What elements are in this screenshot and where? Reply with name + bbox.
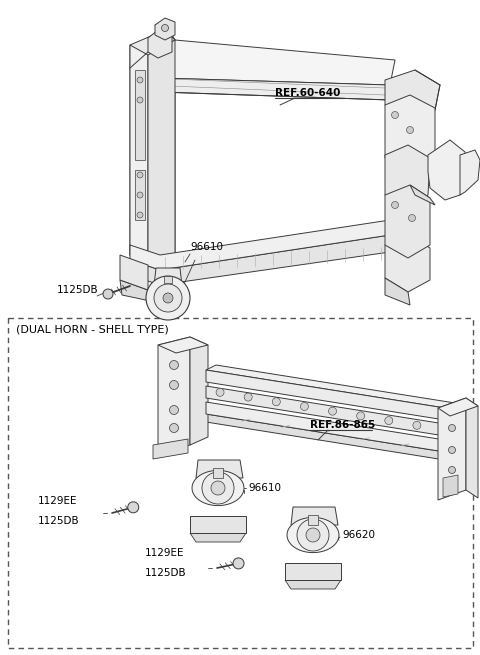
Polygon shape	[145, 62, 160, 92]
Circle shape	[161, 24, 168, 31]
Polygon shape	[190, 516, 246, 533]
Polygon shape	[285, 563, 341, 580]
Text: REF.60-640: REF.60-640	[275, 88, 340, 98]
Circle shape	[357, 412, 365, 420]
Text: 96620: 96620	[342, 530, 375, 540]
Polygon shape	[120, 255, 148, 290]
Circle shape	[137, 172, 143, 178]
Polygon shape	[190, 533, 246, 542]
Bar	[8, 318, 473, 648]
Polygon shape	[130, 222, 415, 285]
Circle shape	[169, 381, 179, 390]
Polygon shape	[385, 235, 430, 292]
Text: 1125DB: 1125DB	[57, 285, 98, 295]
Polygon shape	[466, 398, 478, 498]
Polygon shape	[120, 280, 155, 302]
Circle shape	[407, 126, 413, 134]
Circle shape	[448, 424, 456, 432]
Circle shape	[244, 393, 252, 401]
Polygon shape	[385, 95, 435, 172]
Polygon shape	[135, 70, 145, 160]
Polygon shape	[385, 185, 430, 258]
Circle shape	[216, 388, 224, 396]
Circle shape	[328, 407, 336, 415]
Polygon shape	[385, 70, 440, 120]
Circle shape	[306, 528, 320, 542]
Text: 1129EE: 1129EE	[145, 548, 184, 558]
Polygon shape	[148, 40, 175, 265]
Polygon shape	[285, 580, 341, 589]
Circle shape	[413, 421, 421, 429]
Circle shape	[128, 502, 139, 513]
Polygon shape	[192, 470, 244, 506]
Circle shape	[169, 405, 179, 415]
Circle shape	[137, 77, 143, 83]
Circle shape	[385, 417, 393, 424]
Polygon shape	[206, 386, 445, 436]
Circle shape	[300, 402, 309, 411]
Circle shape	[272, 398, 280, 405]
Polygon shape	[287, 517, 339, 553]
Polygon shape	[135, 170, 145, 220]
Polygon shape	[385, 145, 430, 210]
Circle shape	[154, 284, 182, 312]
Polygon shape	[206, 370, 445, 420]
Circle shape	[202, 472, 234, 504]
Circle shape	[169, 424, 179, 432]
Polygon shape	[308, 515, 318, 525]
Circle shape	[169, 360, 179, 369]
Circle shape	[392, 202, 398, 208]
Polygon shape	[291, 507, 338, 525]
Text: 96610: 96610	[248, 483, 281, 493]
Circle shape	[103, 289, 113, 299]
Circle shape	[163, 293, 173, 303]
Polygon shape	[438, 398, 466, 500]
Polygon shape	[130, 45, 148, 265]
Polygon shape	[385, 278, 410, 305]
Polygon shape	[443, 475, 458, 497]
Polygon shape	[164, 276, 172, 283]
Circle shape	[297, 519, 329, 551]
Polygon shape	[206, 402, 445, 452]
Polygon shape	[206, 414, 445, 460]
Text: 1125DB: 1125DB	[38, 516, 80, 526]
Polygon shape	[145, 40, 395, 85]
Circle shape	[448, 466, 456, 474]
Polygon shape	[196, 460, 243, 478]
Polygon shape	[190, 337, 208, 445]
Polygon shape	[154, 268, 182, 286]
Polygon shape	[460, 150, 480, 195]
Polygon shape	[428, 140, 468, 200]
Polygon shape	[158, 337, 190, 453]
Polygon shape	[438, 398, 478, 416]
Circle shape	[392, 111, 398, 119]
Circle shape	[137, 97, 143, 103]
Polygon shape	[410, 185, 435, 205]
Text: (DUAL HORN - SHELL TYPE): (DUAL HORN - SHELL TYPE)	[16, 324, 169, 334]
Text: REF.86-865: REF.86-865	[310, 420, 375, 430]
Circle shape	[233, 558, 244, 569]
Polygon shape	[213, 468, 223, 478]
Text: 1125DB: 1125DB	[145, 568, 187, 578]
Circle shape	[211, 481, 225, 495]
Polygon shape	[130, 208, 410, 270]
Polygon shape	[153, 439, 188, 459]
Circle shape	[137, 212, 143, 218]
Circle shape	[146, 276, 190, 320]
Text: 96610: 96610	[190, 242, 223, 252]
Polygon shape	[206, 365, 455, 408]
Polygon shape	[155, 18, 175, 40]
Circle shape	[448, 447, 456, 453]
Polygon shape	[148, 30, 172, 58]
Polygon shape	[158, 337, 208, 353]
Circle shape	[137, 192, 143, 198]
Polygon shape	[130, 30, 175, 265]
Polygon shape	[160, 78, 390, 100]
Text: 1129EE: 1129EE	[38, 496, 77, 506]
Circle shape	[408, 214, 416, 221]
